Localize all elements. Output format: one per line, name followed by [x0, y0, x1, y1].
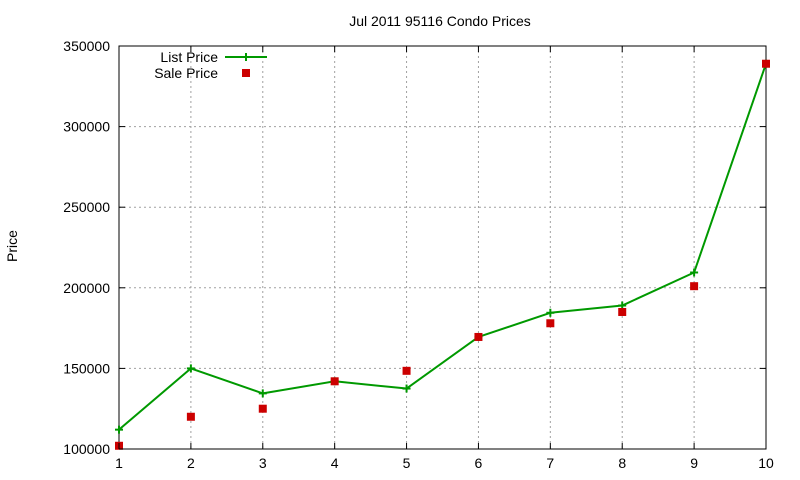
y-tick-label: 250000 [63, 199, 110, 215]
point-sale-price [690, 282, 699, 291]
y-tick-label: 300000 [63, 119, 110, 135]
point-sale-price [258, 404, 267, 413]
y-tick-label: 100000 [63, 441, 110, 457]
x-tick-label: 8 [618, 455, 626, 471]
plot-frame [118, 45, 767, 450]
legend-label: List Price [160, 49, 218, 65]
chart-title: Jul 2011 95116 Condo Prices [349, 13, 531, 29]
point-sale-price [618, 307, 627, 316]
grid-lines [118, 45, 767, 450]
point-list-price [690, 268, 699, 277]
point-sale-price [186, 412, 195, 421]
x-tick-label: 6 [475, 455, 483, 471]
point-list-price [258, 389, 267, 398]
series-line-list-price [118, 63, 767, 431]
legend-swatch-sale-price [242, 69, 250, 77]
x-tick-label: 2 [187, 455, 195, 471]
x-tick-label: 4 [331, 455, 339, 471]
x-tick-label: 3 [259, 455, 267, 471]
point-sale-price [402, 366, 411, 375]
point-sale-price [330, 377, 339, 386]
point-sale-price [762, 59, 770, 68]
x-tick-label: 5 [403, 455, 411, 471]
series-layer [115, 59, 770, 450]
point-list-price [402, 384, 411, 393]
x-tick-label: 9 [690, 455, 698, 471]
point-sale-price [546, 319, 555, 328]
y-tick-label: 150000 [63, 360, 110, 376]
y-axis-label: Price [4, 230, 20, 262]
x-tick-label: 1 [115, 455, 123, 471]
y-tick-label: 350000 [63, 38, 110, 54]
x-tick-label: 7 [546, 455, 554, 471]
point-list-price [546, 308, 555, 317]
point-sale-price [474, 332, 483, 341]
tick-marks: 1 2 3 4 5 6 7 8 9 10 100000 150000 200000 250000 30000… [63, 38, 774, 471]
point-list-price [186, 364, 195, 373]
y-tick-label: 200000 [63, 280, 110, 296]
x-tick-label: 10 [758, 455, 774, 471]
legend-label: Sale Price [154, 65, 218, 81]
point-list-price [115, 425, 123, 434]
